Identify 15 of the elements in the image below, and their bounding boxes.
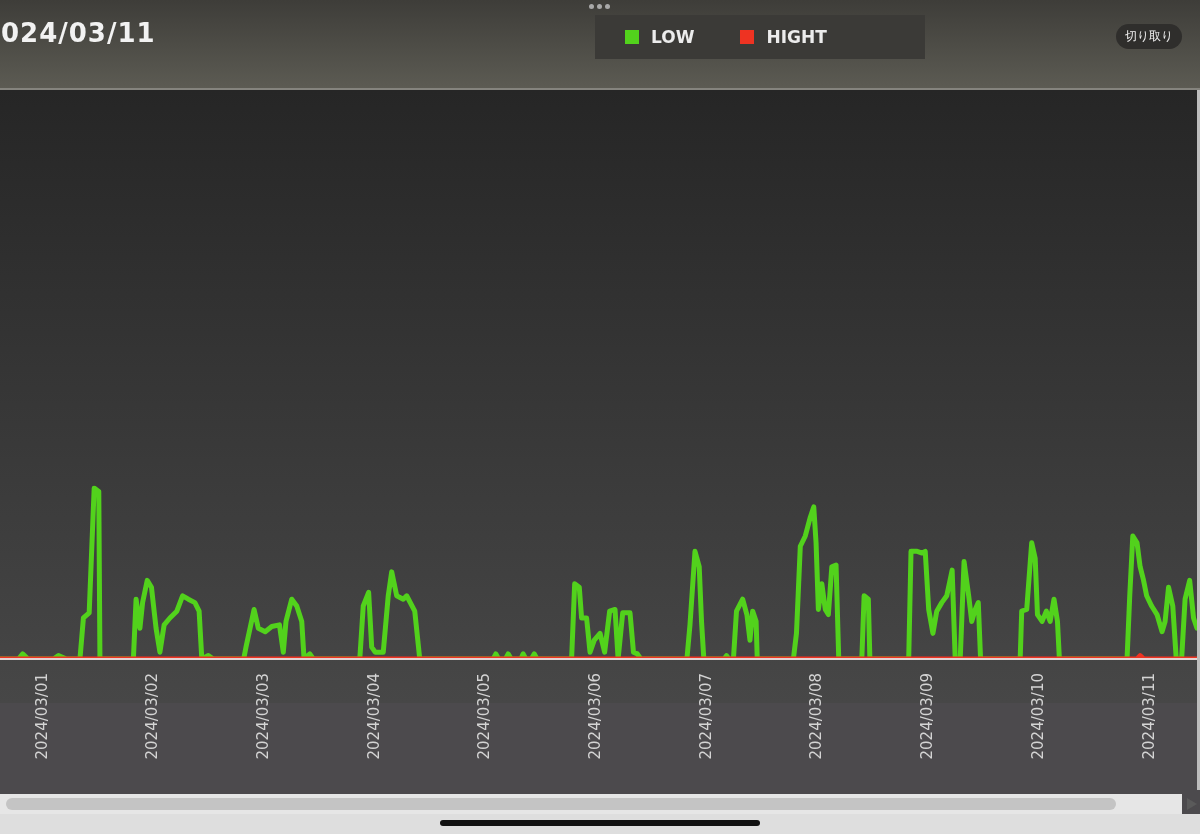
legend-label: HIGHT bbox=[766, 27, 827, 47]
chart-title: 024/03/11 bbox=[1, 18, 156, 48]
x-tick-label: 2024/03/04 bbox=[364, 673, 383, 760]
x-tick-label: 2024/03/03 bbox=[253, 673, 272, 760]
x-tick-label: 2024/03/06 bbox=[586, 673, 605, 760]
x-tick-label: 2024/03/01 bbox=[32, 673, 51, 760]
text: 切り取り bbox=[1116, 24, 1182, 49]
legend-label: LOW bbox=[651, 27, 695, 47]
x-tick-label: 2024/03/02 bbox=[143, 673, 162, 760]
x-tick-label: 2024/03/08 bbox=[807, 673, 826, 760]
x-tick-label: 2024/03/05 bbox=[475, 673, 494, 760]
x-tick-label: 2024/03/11 bbox=[1139, 673, 1158, 760]
x-tick-label: 2024/03/09 bbox=[918, 673, 937, 760]
x-tick-label: 2024/03/10 bbox=[1028, 673, 1047, 760]
x-tick-label: 2024/03/07 bbox=[696, 673, 715, 760]
